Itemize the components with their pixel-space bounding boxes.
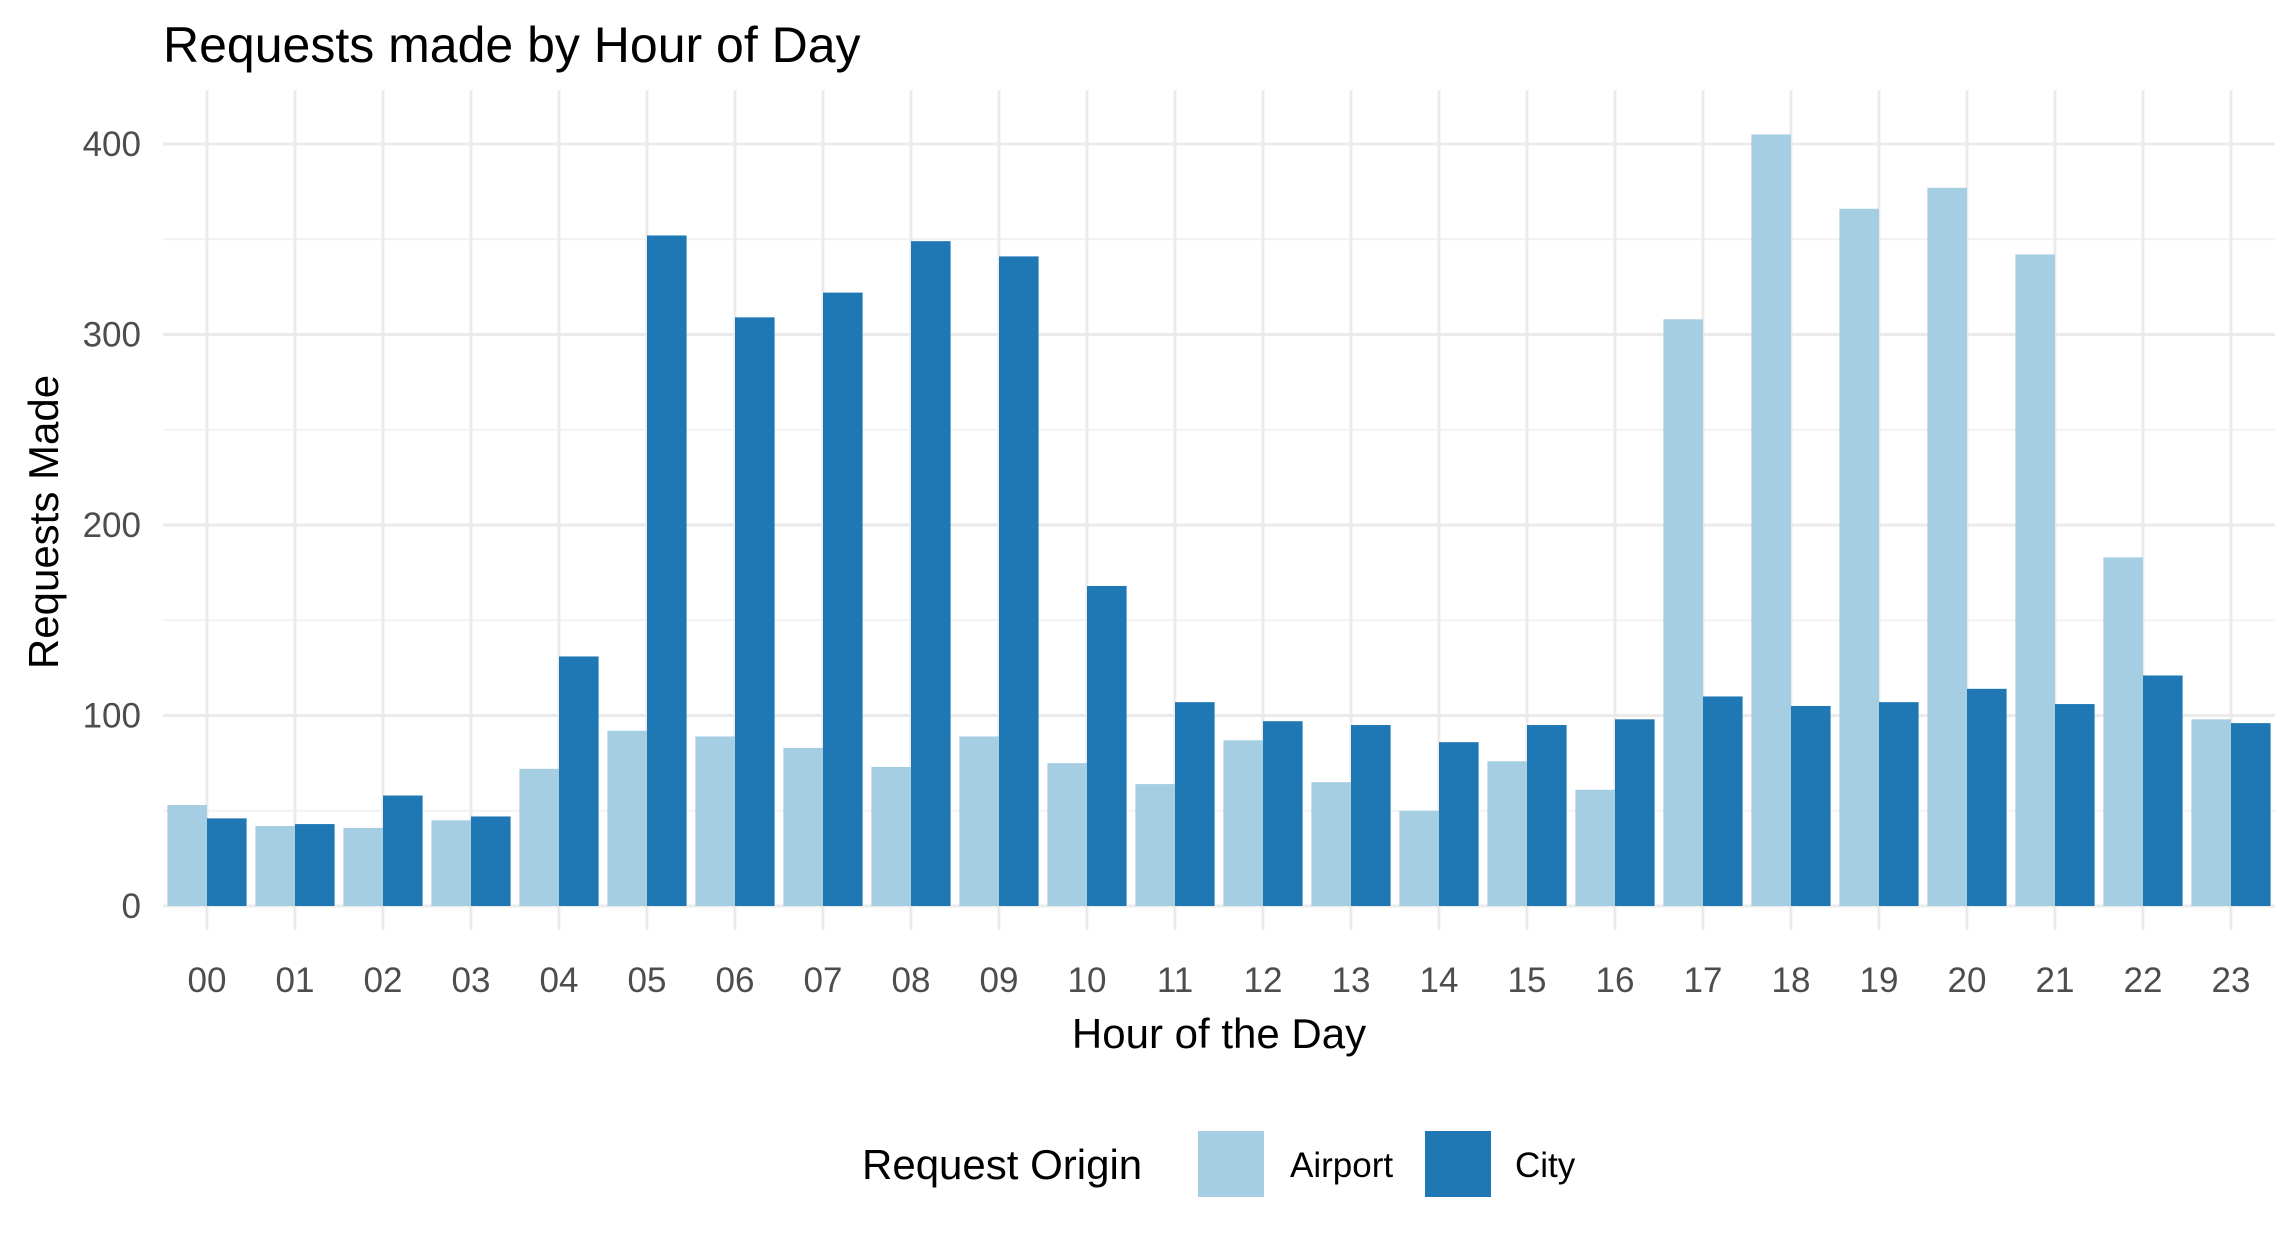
bar-city-12: [1263, 721, 1303, 906]
bar-city-18: [1791, 705, 1831, 906]
x-tick-label: 21: [2036, 961, 2075, 1000]
bar-airport-06: [695, 736, 735, 906]
bar-city-09: [999, 256, 1039, 906]
bar-airport-17: [1663, 319, 1703, 906]
bar-city-10: [1087, 585, 1127, 906]
bar-city-07: [823, 292, 863, 907]
x-tick-label: 06: [716, 961, 755, 1000]
x-tick-label: 07: [804, 961, 843, 1000]
bar-city-17: [1703, 696, 1743, 906]
x-tick-label: 05: [628, 961, 667, 1000]
y-tick-label: 200: [83, 506, 141, 545]
bar-city-20: [1967, 688, 2007, 906]
minor-gridlines: [163, 238, 2275, 812]
x-tick-label: 02: [364, 961, 403, 1000]
x-tick-label: 00: [188, 961, 227, 1000]
y-tick-label: 300: [83, 316, 141, 355]
x-tick-label: 10: [1068, 961, 1107, 1000]
bar-city-15: [1527, 725, 1567, 906]
bar-city-02: [383, 795, 423, 906]
x-tick-label: 14: [1420, 961, 1459, 1000]
x-tick-label: 15: [1508, 961, 1547, 1000]
bar-airport-04: [519, 768, 559, 906]
x-tick-label: 17: [1684, 961, 1723, 1000]
bar-city-04: [559, 656, 599, 906]
bar-airport-00: [167, 805, 207, 906]
x-tick-label: 12: [1244, 961, 1283, 1000]
x-tick-label: 03: [452, 961, 491, 1000]
bar-airport-23: [2191, 719, 2231, 906]
bar-city-06: [735, 317, 775, 907]
legend-label-airport: Airport: [1290, 1146, 1393, 1185]
bar-city-05: [647, 235, 687, 906]
bar-airport-19: [1839, 208, 1879, 906]
bar-city-21: [2055, 704, 2095, 906]
x-tick-label: 09: [980, 961, 1019, 1000]
y-axis-tick-labels: 0 100 200 300 400: [83, 125, 141, 926]
bar-airport-21: [2015, 254, 2055, 907]
bar-city-23: [2231, 723, 2271, 906]
bar-airport-16: [1575, 789, 1615, 906]
bar-airport-02: [343, 827, 383, 906]
bar-city-14: [1439, 742, 1479, 906]
bar-airport-18: [1751, 134, 1791, 907]
bar-city-00: [207, 818, 247, 906]
bar-city-19: [1879, 702, 1919, 906]
legend-label-city: City: [1515, 1146, 1576, 1185]
bar-airport-11: [1135, 784, 1175, 906]
bar-airport-09: [959, 736, 999, 906]
bar-city-13: [1351, 725, 1391, 906]
bar-city-03: [471, 816, 511, 906]
legend-key-city: [1425, 1131, 1491, 1197]
x-tick-label: 11: [1157, 961, 1193, 1000]
x-tick-label: 20: [1948, 961, 1987, 1000]
bar-airport-12: [1223, 740, 1263, 906]
x-tick-label: 16: [1596, 961, 1635, 1000]
bar-airport-03: [431, 820, 471, 906]
bar-airport-14: [1399, 810, 1439, 906]
bar-city-22: [2143, 675, 2183, 906]
bar-airport-15: [1487, 761, 1527, 906]
bar-city-08: [911, 241, 951, 906]
legend: Request Origin Airport City: [862, 1131, 1576, 1197]
bar-city-11: [1175, 702, 1215, 906]
x-tick-label: 08: [892, 961, 931, 1000]
x-tick-label: 18: [1772, 961, 1811, 1000]
bar-airport-01: [255, 825, 295, 906]
y-tick-label: 100: [83, 697, 141, 736]
x-tick-label: 23: [2212, 961, 2251, 1000]
bars: [167, 134, 2271, 907]
legend-key-airport: [1198, 1131, 1264, 1197]
y-axis-title: Requests Made: [20, 375, 67, 669]
bar-city-01: [295, 824, 335, 906]
x-tick-label: 01: [276, 961, 315, 1000]
chart-title: Requests made by Hour of Day: [163, 17, 861, 73]
bar-airport-08: [871, 766, 911, 906]
bar-airport-07: [783, 747, 823, 906]
bar-airport-20: [1927, 187, 1967, 906]
bar-airport-13: [1311, 782, 1351, 906]
y-tick-label: 0: [122, 887, 141, 926]
bar-airport-22: [2103, 557, 2143, 906]
bar-airport-05: [607, 730, 647, 906]
x-tick-label: 19: [1860, 961, 1899, 1000]
x-tick-label: 13: [1332, 961, 1371, 1000]
x-tick-label: 04: [540, 961, 579, 1000]
x-axis-title: Hour of the Day: [1072, 1010, 1366, 1057]
y-tick-label: 400: [83, 125, 141, 164]
x-tick-label: 22: [2124, 961, 2163, 1000]
bar-airport-10: [1047, 763, 1087, 906]
legend-title: Request Origin: [862, 1141, 1142, 1188]
x-axis-tick-labels: 00 01 02 03 04 05 06 07 08 09 10 11 12 13 14 15 16 17 18 19…: [188, 961, 2251, 1000]
bar-city-16: [1615, 719, 1655, 906]
